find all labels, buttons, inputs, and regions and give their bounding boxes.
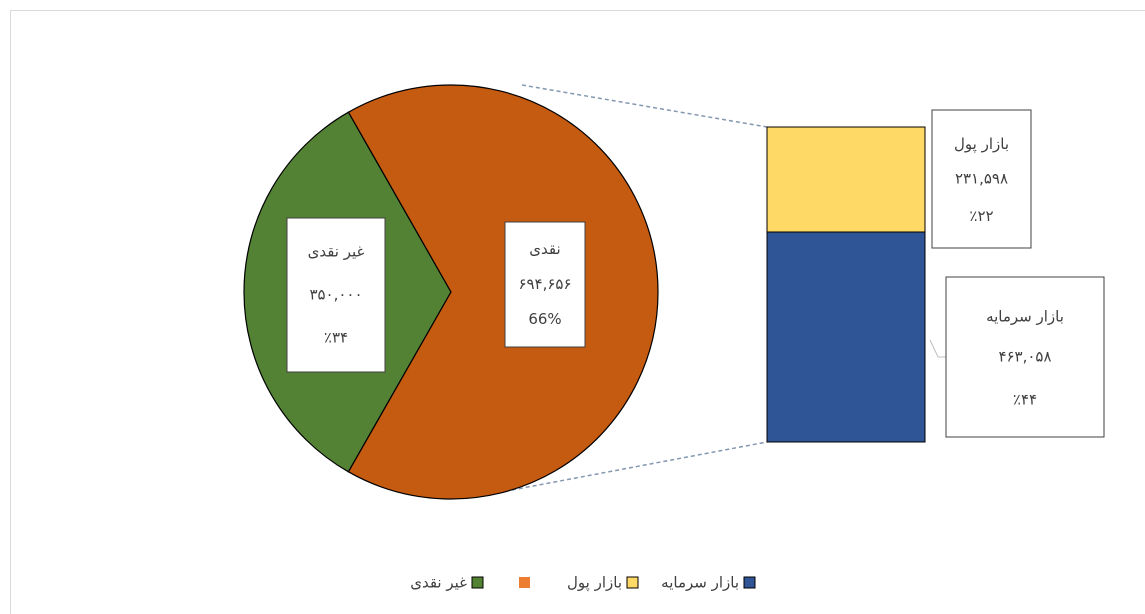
value-label: ۲۳۱,۵۹۸ [955, 170, 1008, 188]
category-label: نقدی [529, 240, 560, 258]
bar-segment [766, 126, 926, 233]
legend-label: بازار پول [567, 574, 622, 593]
category-label: بازار پول [954, 135, 1009, 154]
data-label-box [286, 217, 386, 373]
legend-swatch [471, 576, 484, 589]
pie-slice [347, 84, 659, 500]
legend-swatch [626, 576, 639, 589]
value-label: ۶۹۴,۶۵۶ [518, 275, 571, 293]
category-label: بازار سرمایه [986, 308, 1064, 326]
percent-label: ٪۲۲ [969, 207, 993, 225]
percent-label: ٪۳۴ [324, 329, 348, 347]
data-label-box [931, 109, 1032, 249]
legend-label: غیر نقدی [410, 574, 467, 592]
bar-segment [766, 231, 926, 443]
percent-label: ٪۴۴ [1013, 391, 1037, 409]
value-label: ۳۵۰,۰۰۰ [309, 286, 362, 304]
data-label-box [504, 221, 586, 348]
percent-label: 66% [528, 310, 561, 328]
connector [511, 441, 768, 491]
legend-label: بازار سرمایه [661, 574, 739, 592]
leader-line [929, 339, 946, 358]
category-label: غیر نقدی [308, 242, 365, 260]
legend-swatch [743, 576, 756, 589]
legend-swatch [519, 577, 530, 588]
value-label: ۴۶۳,۰۵۸ [998, 348, 1051, 366]
data-label-box [945, 276, 1105, 438]
